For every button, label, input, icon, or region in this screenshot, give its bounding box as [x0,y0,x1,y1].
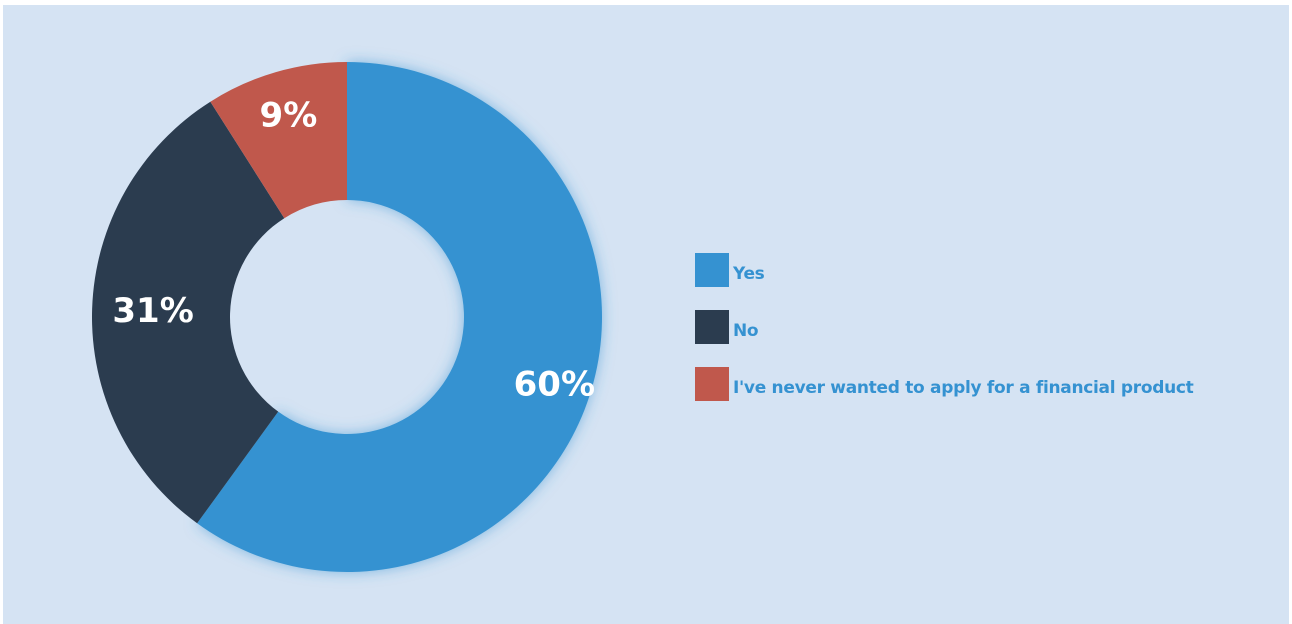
legend-swatch [695,367,729,401]
chart-panel: 60% 31% 9% Yes No I've never wanted to apply… [3,5,1289,624]
chart-legend: Yes No I've never wanted to apply for a fi… [695,253,1285,424]
slice-label-yes: 60% [514,364,595,404]
legend-swatch [695,253,729,287]
legend-label: I've never wanted to apply for a financi… [733,378,1194,398]
slice-label-i-ve-never-wanted-to-apply-for-a-financial-product: 9% [260,95,318,135]
donut-slices [91,62,603,572]
slice-yes [197,62,603,572]
slice-i-ve-never-wanted-to-apply-for-a-financial-product [210,62,347,219]
slice-no [91,101,285,524]
slice-label-no: 31% [112,291,193,331]
legend-item-i-ve-never-wanted-to-apply-for-a-financial-product: I've never wanted to apply for a financi… [695,367,1285,401]
legend-label: Yes [733,264,765,284]
legend-swatch [695,310,729,344]
legend-item-no: No [695,310,1285,344]
donut-chart: 60% 31% 9% [91,62,603,572]
legend-item-yes: Yes [695,253,1285,287]
legend-label: No [733,321,759,341]
donut-slice-labels: 60% 31% 9% [112,95,595,404]
